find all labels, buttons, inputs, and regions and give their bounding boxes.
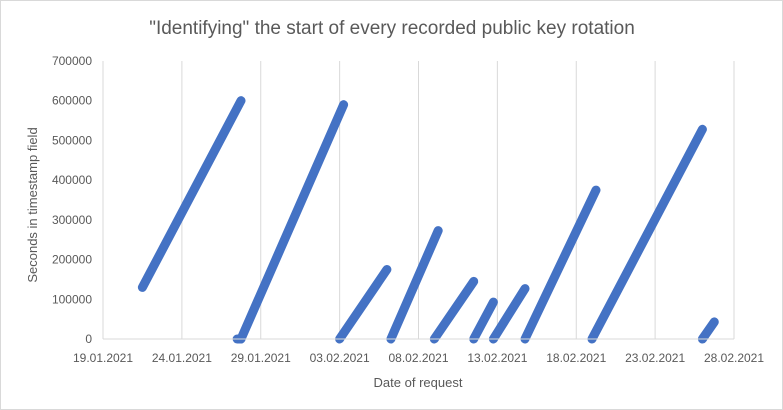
x-tick-label: 28.02.2021 (704, 351, 764, 365)
x-axis-tick-labels: 19.01.2021 24.01.2021 29.01.2021 03.02.2021… (73, 351, 764, 365)
gridlines (102, 61, 735, 339)
rotation-segment-4 (335, 265, 392, 344)
x-tick-label: 18.02.2021 (546, 351, 606, 365)
rotation-segment-5 (386, 226, 443, 344)
y-tick-label: 600000 (52, 94, 92, 108)
x-tick-label: 29.01.2021 (231, 351, 291, 365)
y-tick-label: 0 (85, 332, 92, 346)
y-axis-title: Seconds in timestamp field (25, 127, 40, 282)
rotation-segment-6 (429, 276, 479, 344)
rotation-segment-10 (587, 124, 707, 344)
y-tick-label: 300000 (52, 213, 92, 227)
x-tick-label: 08.02.2021 (388, 351, 448, 365)
x-tick-label: 24.01.2021 (152, 351, 212, 365)
rotation-segment-1 (137, 96, 246, 292)
y-tick-label: 200000 (52, 253, 92, 267)
x-tick-label: 13.02.2021 (467, 351, 527, 365)
y-tick-label: 400000 (52, 173, 92, 187)
rotation-segment-8 (488, 284, 530, 344)
y-tick-label: 500000 (52, 133, 92, 147)
data-series (137, 96, 719, 344)
x-tick-label: 23.02.2021 (625, 351, 685, 365)
y-tick-label: 100000 (52, 292, 92, 306)
chart-title: "Identifying" the start of every recorde… (149, 18, 635, 39)
rotation-segment-9 (520, 185, 601, 344)
y-tick-label: 700000 (52, 54, 92, 68)
x-tick-label: 03.02.2021 (310, 351, 370, 365)
rotation-segment-11 (697, 317, 719, 344)
rotation-segment-3 (236, 100, 349, 344)
x-axis-title: Date of request (374, 375, 463, 390)
rotation-segment-7 (469, 297, 498, 344)
x-tick-label: 19.01.2021 (73, 351, 133, 365)
y-axis-tick-labels: 0 100000 200000 300000 400000 500000 600000 700… (52, 54, 92, 346)
